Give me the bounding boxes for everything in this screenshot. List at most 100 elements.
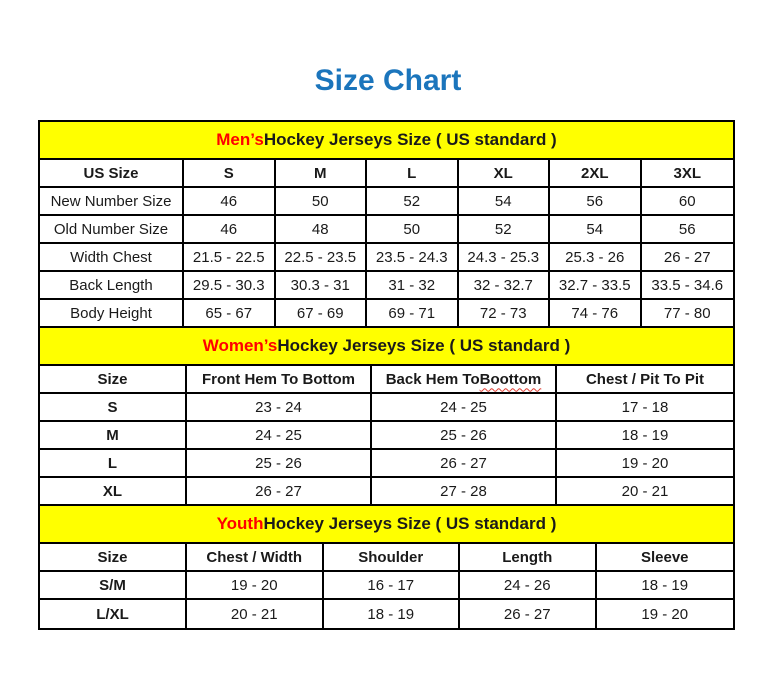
row-label: Back Length: [40, 272, 184, 298]
table-cell: 32 - 32.7: [459, 272, 550, 298]
womens-section-heading: Women’s Hockey Jerseys Size ( US standar…: [40, 328, 733, 366]
womens-header-row: Size Front Hem To Bottom Back Hem To Boo…: [40, 366, 733, 394]
row-label: L: [40, 450, 187, 476]
column-header: Shoulder: [324, 544, 460, 570]
column-header: Size: [40, 544, 187, 570]
row-label: New Number Size: [40, 188, 184, 214]
mens-section-heading: Men’s Hockey Jerseys Size ( US standard …: [40, 122, 733, 160]
table-cell: 29.5 - 30.3: [184, 272, 276, 298]
column-header: S: [184, 160, 276, 186]
column-header: Size: [40, 366, 187, 392]
table-cell: 25.3 - 26: [550, 244, 642, 270]
column-header: US Size: [40, 160, 184, 186]
column-header: Length: [460, 544, 597, 570]
table-cell: 56: [678, 220, 696, 238]
row-label: Body Height: [40, 300, 184, 326]
table-cell: 25 - 26: [372, 422, 557, 448]
table-row: L/XL 20 - 21 18 - 19 26 - 27 19 - 20: [40, 600, 733, 628]
table-cell: 22.5 - 23.5: [276, 244, 367, 270]
table-row: New Number Size 46 50 52 54 56 60: [40, 188, 733, 216]
column-header: 3XL: [673, 164, 701, 182]
column-header: Chest / Pit To Pit: [585, 370, 705, 388]
table-cell: 52: [367, 188, 459, 214]
table-cell: 19 - 20: [641, 605, 689, 623]
mens-heading-highlight: Men’s: [216, 130, 264, 149]
row-label: Old Number Size: [40, 216, 184, 242]
table-cell: 27 - 28: [372, 478, 557, 504]
column-header: 2XL: [550, 160, 642, 186]
column-header: M: [276, 160, 367, 186]
column-header: Chest / Width: [187, 544, 324, 570]
table-cell: 65 - 67: [184, 300, 276, 326]
table-cell: 23 - 24: [187, 394, 372, 420]
table-cell: 46: [184, 216, 276, 242]
mens-heading-rest: Hockey Jerseys Size ( US standard ): [263, 130, 557, 149]
table-cell: 24 - 25: [372, 394, 557, 420]
table-cell: 52: [459, 216, 550, 242]
womens-heading-highlight: Women’s: [202, 336, 278, 355]
table-cell: 16 - 17: [324, 572, 460, 598]
table-cell: 30.3 - 31: [276, 272, 367, 298]
table-cell: 60: [678, 192, 696, 210]
mens-header-row: US Size S M L XL 2XL 3XL: [40, 160, 733, 188]
table-cell: 32.7 - 33.5: [550, 272, 642, 298]
table-cell: 17 - 18: [621, 398, 669, 416]
table-cell: 18 - 19: [324, 600, 460, 628]
table-row: S 23 - 24 24 - 25 17 - 18: [40, 394, 733, 422]
table-cell: 23.5 - 24.3: [367, 244, 459, 270]
table-cell: 24.3 - 25.3: [459, 244, 550, 270]
table-row: Old Number Size 46 48 50 52 54 56: [40, 216, 733, 244]
youth-heading-highlight: Youth: [216, 514, 264, 533]
table-cell: 69 - 71: [367, 300, 459, 326]
table-row: Back Length 29.5 - 30.3 30.3 - 31 31 - 3…: [40, 272, 733, 300]
row-label: Width Chest: [40, 244, 184, 270]
table-cell: 56: [550, 188, 642, 214]
womens-section: Women’s Hockey Jerseys Size ( US standar…: [40, 328, 733, 506]
table-cell: 26 - 27: [663, 248, 711, 266]
table-cell: 26 - 27: [372, 450, 557, 476]
table-cell: 50: [276, 188, 367, 214]
column-header: Sleeve: [640, 548, 689, 566]
mens-section: Men’s Hockey Jerseys Size ( US standard …: [40, 122, 733, 328]
youth-section: Youth Hockey Jerseys Size ( US standard …: [40, 506, 733, 628]
page-title: Size Chart: [314, 64, 462, 97]
column-header: XL: [459, 160, 550, 186]
table-cell: 46: [184, 188, 276, 214]
column-header: L: [367, 160, 459, 186]
table-cell: 20 - 21: [187, 600, 324, 628]
table-cell: 26 - 27: [460, 600, 597, 628]
column-header-misspelled: Back Hem To Boottom: [372, 366, 557, 392]
table-row: L 25 - 26 26 - 27 19 - 20: [40, 450, 733, 478]
youth-header-row: Size Chest / Width Shoulder Length Sleev…: [40, 544, 733, 572]
table-cell: 24 - 26: [460, 572, 597, 598]
table-row: Width Chest 21.5 - 22.5 22.5 - 23.5 23.5…: [40, 244, 733, 272]
youth-section-heading: Youth Hockey Jerseys Size ( US standard …: [40, 506, 733, 544]
table-row: Body Height 65 - 67 67 - 69 69 - 71 72 -…: [40, 300, 733, 328]
table-cell: 21.5 - 22.5: [184, 244, 276, 270]
row-label: S/M: [40, 572, 187, 598]
table-cell: 72 - 73: [459, 300, 550, 326]
table-cell: 48: [276, 216, 367, 242]
table-cell: 18 - 19: [621, 426, 669, 444]
table-cell: 19 - 20: [187, 572, 324, 598]
table-cell: 77 - 80: [663, 304, 711, 322]
table-cell: 26 - 27: [187, 478, 372, 504]
row-label: S: [40, 394, 187, 420]
table-cell: 67 - 69: [276, 300, 367, 326]
column-header: Front Hem To Bottom: [187, 366, 372, 392]
womens-heading-rest: Hockey Jerseys Size ( US standard ): [277, 336, 571, 355]
table-cell: 25 - 26: [187, 450, 372, 476]
table-cell: 54: [459, 188, 550, 214]
row-label: M: [40, 422, 187, 448]
table-cell: 31 - 32: [367, 272, 459, 298]
table-cell: 19 - 20: [621, 454, 669, 472]
table-cell: 33.5 - 34.6: [651, 276, 724, 294]
table-row: M 24 - 25 25 - 26 18 - 19: [40, 422, 733, 450]
table-row: XL 26 - 27 27 - 28 20 - 21: [40, 478, 733, 506]
table-cell: 20 - 21: [621, 482, 669, 500]
row-label: XL: [40, 478, 187, 504]
table-row: S/M 19 - 20 16 - 17 24 - 26 18 - 19: [40, 572, 733, 600]
size-chart-table: Men’s Hockey Jerseys Size ( US standard …: [38, 120, 735, 630]
table-cell: 24 - 25: [187, 422, 372, 448]
